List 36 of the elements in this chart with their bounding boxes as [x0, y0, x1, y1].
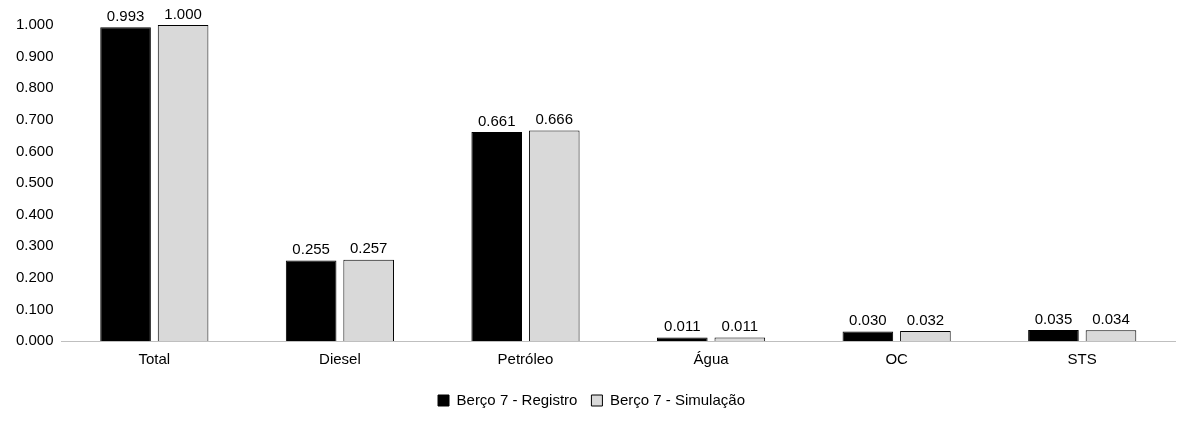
data-label: 0.993 [106, 6, 145, 24]
data-label: 1.000 [164, 4, 202, 22]
legend-label: Berço 7 - Simulação [609, 390, 745, 408]
data-label: 0.257 [349, 239, 388, 257]
y-tick-label: 1.000 [15, 15, 54, 33]
y-tick-label: 0.600 [15, 141, 54, 159]
x-tick-label: Diesel [319, 350, 361, 368]
bar [471, 132, 523, 341]
data-label: 0.255 [292, 240, 330, 258]
y-tick-label: 0.500 [15, 173, 54, 191]
y-tick-label: 0.400 [15, 204, 54, 222]
x-tick-label: Água [693, 350, 730, 368]
data-label: 0.032 [906, 310, 945, 328]
data-label: 0.011 [721, 317, 759, 335]
data-label: 0.035 [1034, 309, 1073, 327]
x-tick-label: Total [138, 350, 171, 368]
x-tick-label: Petróleo [497, 350, 554, 368]
bar [842, 331, 894, 341]
y-tick-label: 0.000 [15, 331, 54, 349]
y-tick-label: 0.100 [15, 299, 54, 317]
bar [285, 260, 337, 341]
y-tick-label: 0.900 [15, 46, 54, 64]
data-label: 0.666 [535, 110, 574, 128]
bar [1028, 329, 1079, 341]
x-tick-label: OC [885, 350, 909, 368]
y-tick-label: 0.300 [15, 236, 54, 254]
legend-label: Berço 7 - Registro [456, 390, 578, 408]
bar [100, 27, 151, 341]
data-label: 0.034 [1092, 309, 1130, 327]
data-label: 0.030 [849, 311, 887, 329]
y-tick-label: 0.700 [15, 109, 54, 127]
data-label: 0.011 [664, 317, 701, 335]
y-tick-label: 0.800 [15, 78, 54, 96]
y-tick-label: 0.200 [15, 267, 54, 285]
data-label: 0.661 [477, 111, 516, 129]
x-tick-label: STS [1067, 350, 1097, 368]
